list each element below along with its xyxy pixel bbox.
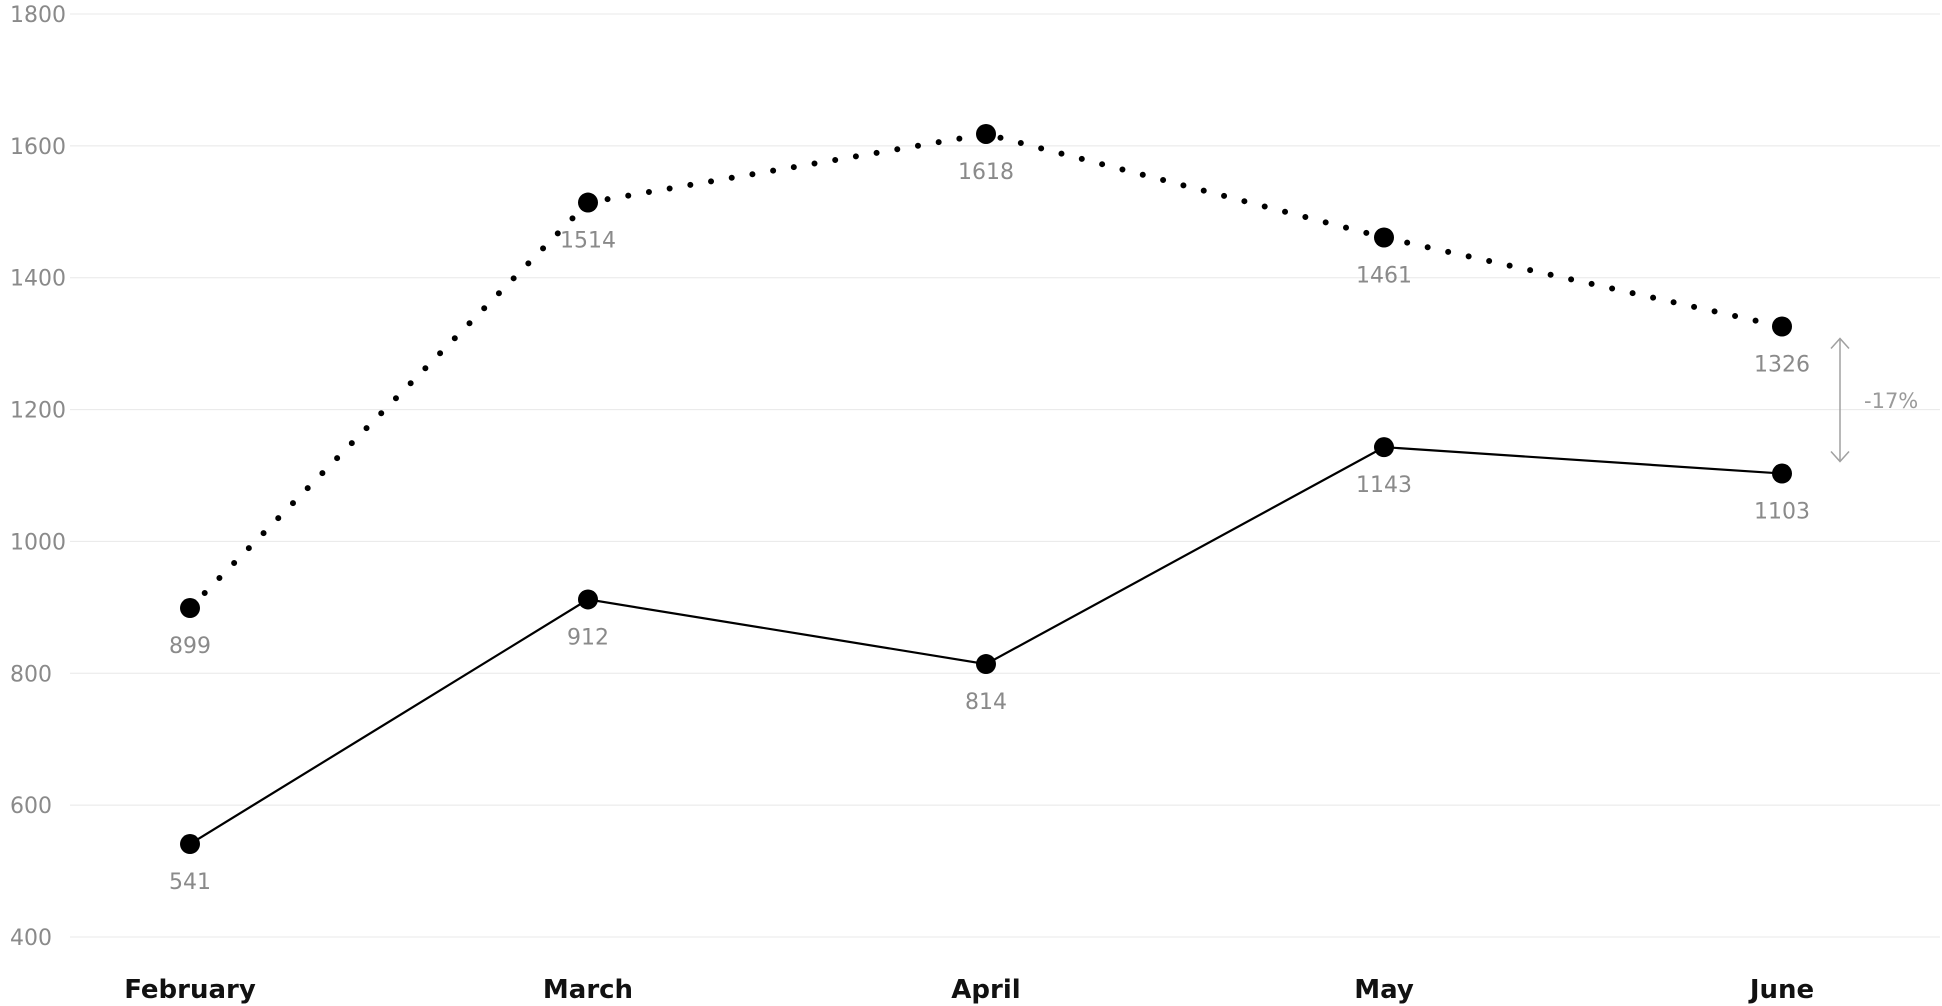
series-group [180,123,1792,855]
data-point [180,834,200,855]
data-label: 1103 [1754,500,1810,525]
data-point [1374,437,1394,458]
y-tick-label: 800 [10,662,52,687]
y-tick-label: 1200 [10,399,66,424]
data-point [1772,463,1792,484]
data-labels: 899 1514 1618 1461 1326 541 912 814 1143 1103 [169,160,1810,895]
data-point [976,654,996,675]
y-tick-label: 400 [10,926,52,951]
data-label: 1326 [1754,353,1810,378]
x-tick-label: February [124,975,256,1005]
data-label: 1461 [1356,263,1412,288]
y-tick-label: 600 [10,794,52,819]
x-tick-label: June [1748,975,1814,1005]
data-point [1772,316,1792,337]
y-tick-label: 1000 [10,530,66,555]
y-axis: 400 600 800 1000 1200 1400 1600 1800 [10,3,66,951]
data-point [1374,227,1394,248]
annotation-arrow-down-icon [1830,451,1850,463]
data-label: 541 [169,870,211,895]
x-tick-label: April [951,975,1020,1005]
change-annotation: -17% [1830,337,1918,463]
grid [70,13,1940,938]
data-label: 1514 [560,229,616,254]
y-tick-label: 1600 [10,135,66,160]
data-label: 912 [567,625,609,650]
data-point [180,598,200,619]
x-axis: February March April May June [124,975,1814,1005]
annotation-label: -17% [1864,389,1918,413]
y-tick-label: 1800 [10,3,66,28]
series-line [189,446,1783,845]
x-tick-label: March [543,975,633,1005]
x-tick-label: May [1354,975,1414,1005]
y-tick-label: 1400 [10,267,66,292]
data-label: 899 [169,634,211,659]
data-point [578,589,598,610]
data-point [976,123,996,144]
annotation-arrow-up-icon [1830,337,1850,350]
series-line [187,130,1785,612]
data-label: 1143 [1356,473,1412,498]
data-label: 814 [965,690,1007,715]
data-label: 1618 [958,160,1014,185]
data-point [578,192,598,213]
